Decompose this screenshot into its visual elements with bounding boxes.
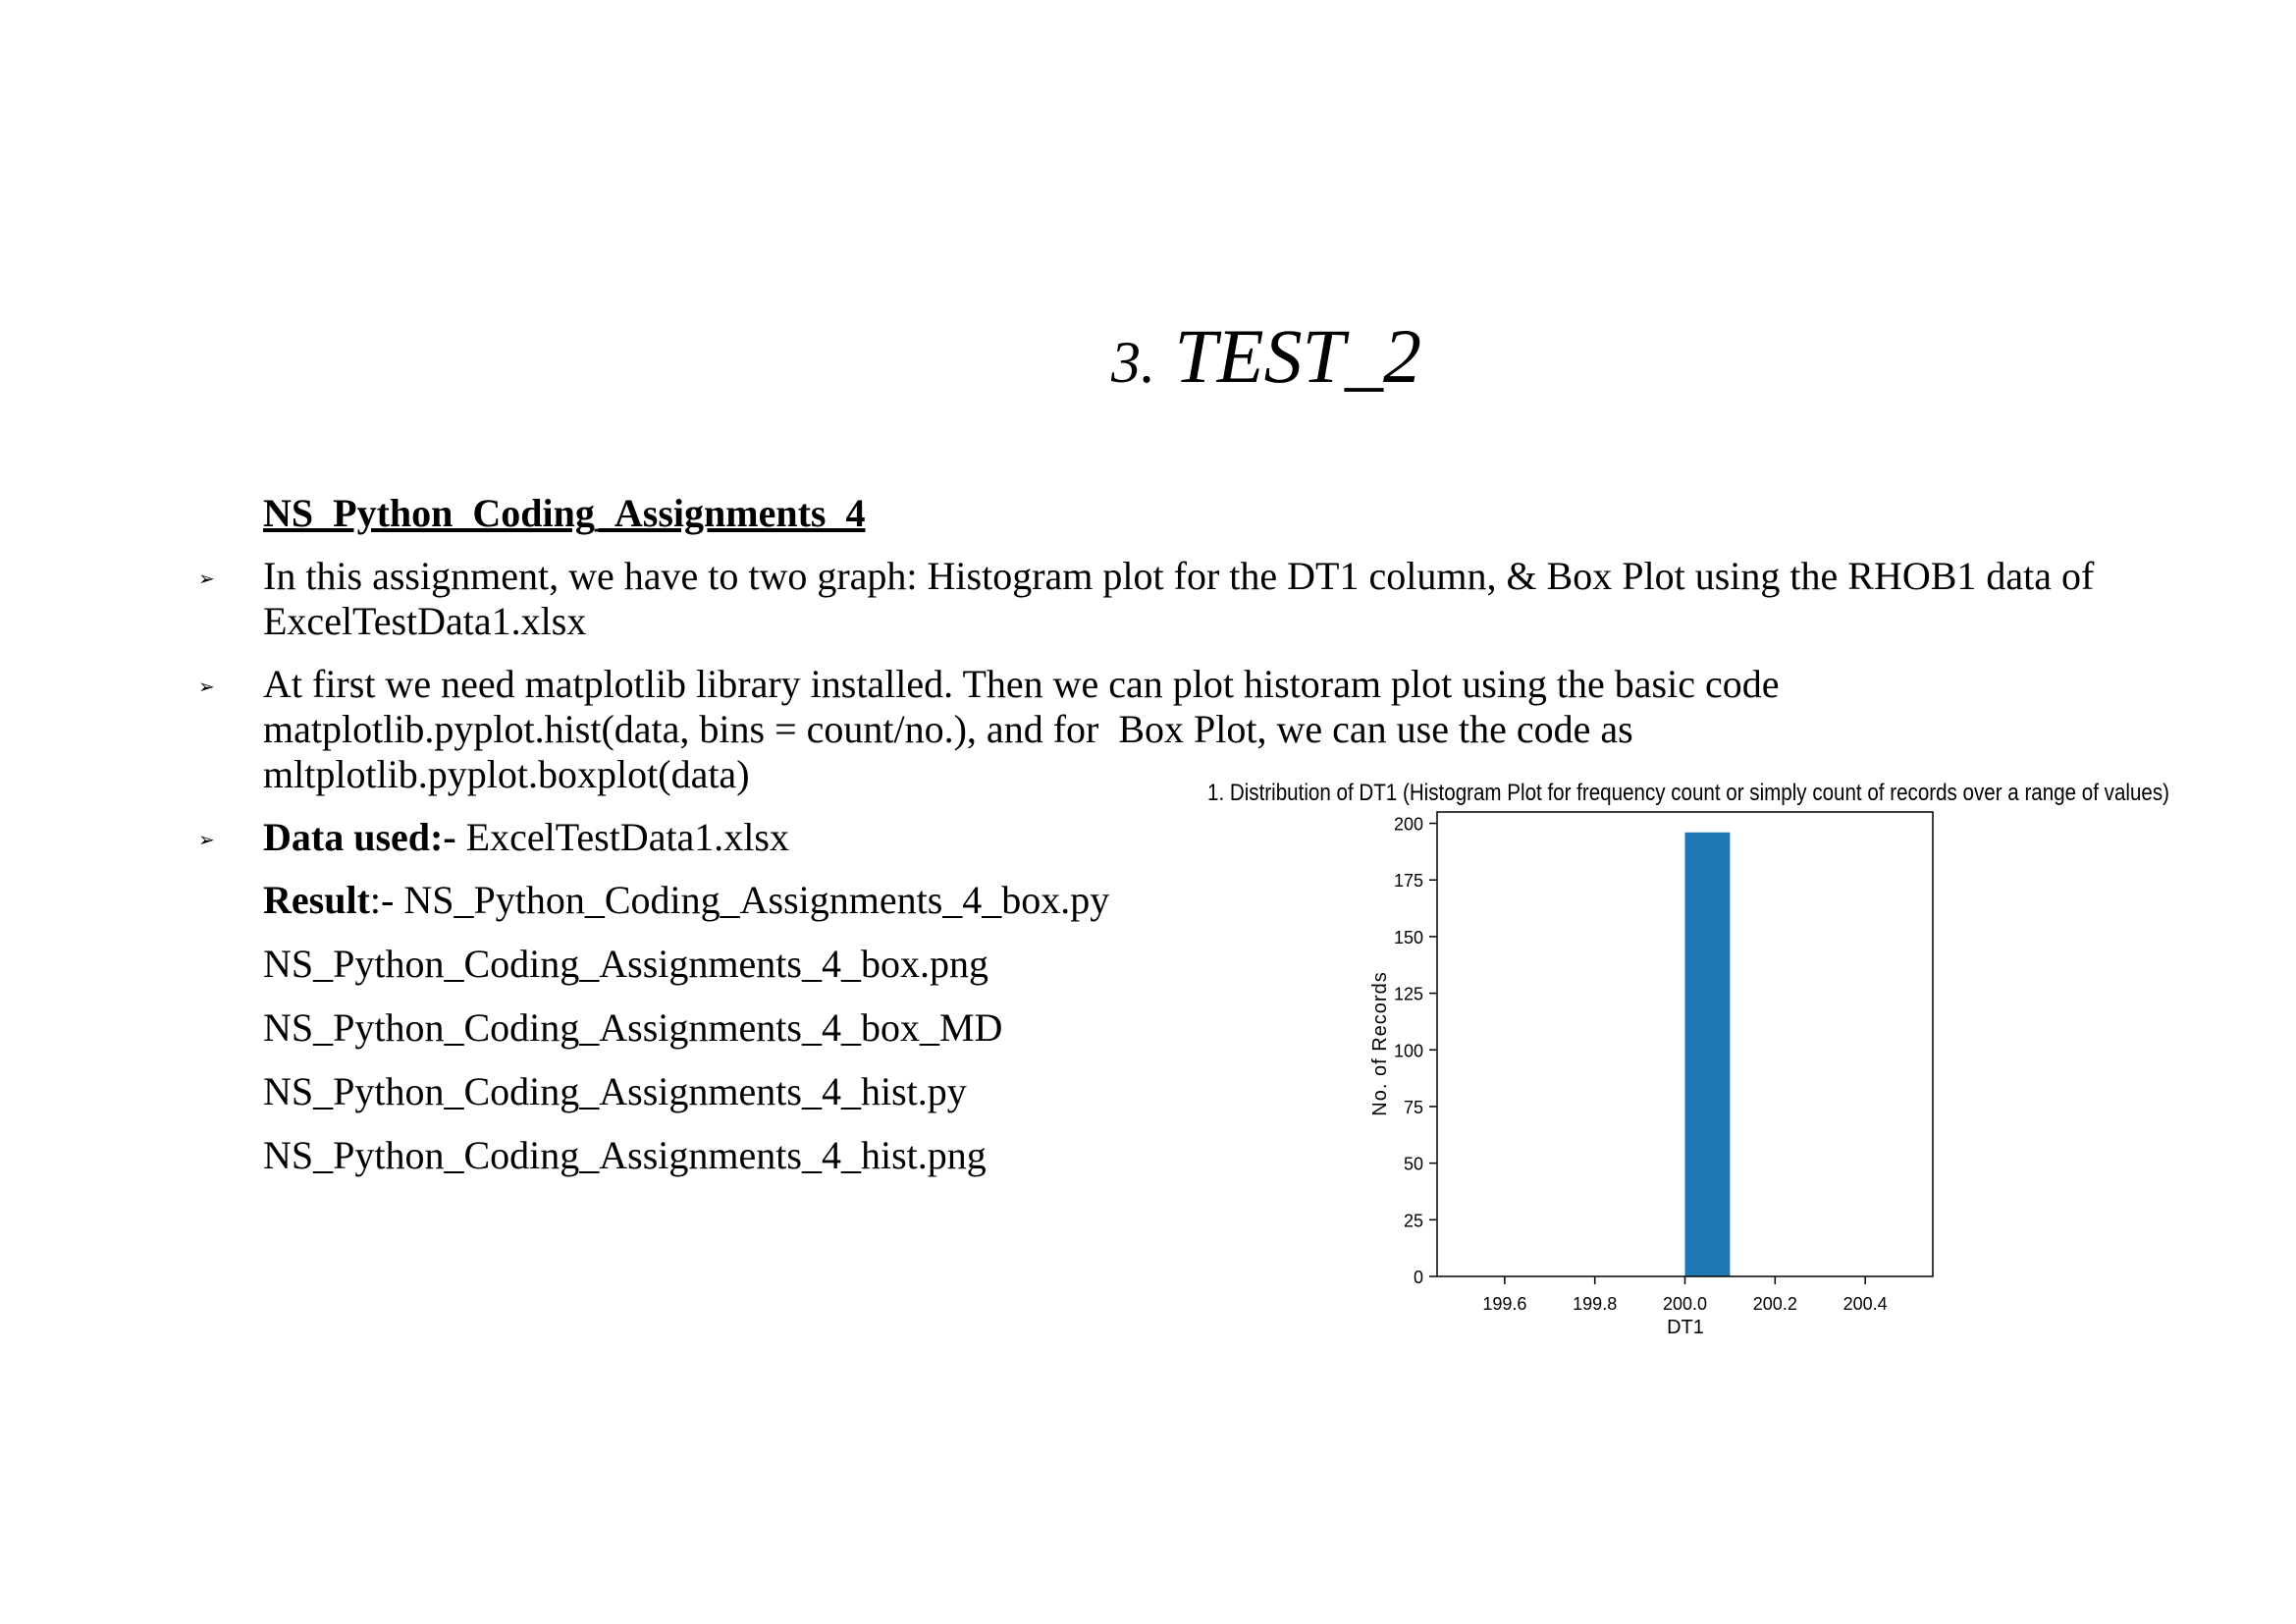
- data-used-label: Data used:-: [263, 815, 456, 859]
- arrow-bullet-icon: ➢: [198, 567, 215, 590]
- result-file: NS_Python_Coding_Assignments_4_hist.py: [263, 1069, 967, 1113]
- data-used-value: ExcelTestData1.xlsx: [455, 815, 789, 859]
- y-tick-label: 125: [1394, 985, 1423, 1004]
- result-label: Result: [263, 878, 370, 922]
- y-tick-label: 175: [1394, 871, 1423, 891]
- histogram-bar: [1684, 832, 1731, 1276]
- slide-title-text: TEST_2: [1174, 313, 1421, 399]
- result-line: Result:- NS_Python_Coding_Assignments_4_…: [263, 878, 2128, 923]
- histogram-svg: 1. Distribution of DT1 (Histogram Plot f…: [1207, 780, 2169, 1338]
- data-used-line: Data used:- ExcelTestData1.xlsx: [263, 815, 2128, 860]
- x-tick-label: 199.6: [1482, 1294, 1526, 1314]
- bullet-method-line-1: At first we need matplotlib library inst…: [263, 662, 1780, 706]
- bullet-intro: ➢ In this assignment, we have to two gra…: [198, 554, 2128, 644]
- bullet-method: ➢ At first we need matplotlib library in…: [198, 662, 2128, 797]
- bullet-data-used: ➢ Data used:- ExcelTestData1.xlsx: [198, 815, 2128, 860]
- y-tick-label: 100: [1394, 1041, 1423, 1060]
- assignment-heading: NS_Python_Coding_Assignments_4: [263, 491, 866, 535]
- x-ticks: 199.6 199.8 200.0 200.2 200.4: [1482, 1276, 1888, 1314]
- y-tick-label: 25: [1404, 1211, 1423, 1230]
- slide-title-number: 3.: [1111, 330, 1156, 395]
- bars-layer: [1684, 832, 1731, 1276]
- y-tick-label: 150: [1394, 928, 1423, 947]
- x-tick-label: 200.4: [1843, 1294, 1888, 1314]
- y-tick-label: 75: [1404, 1098, 1423, 1117]
- histogram-chart: 1. Distribution of DT1 (Histogram Plot f…: [1190, 771, 2171, 1350]
- result-file: NS_Python_Coding_Assignments_4_box.png: [263, 942, 988, 986]
- arrow-bullet-icon: ➢: [198, 675, 215, 698]
- bullet-method-line-2: matplotlib.pyplot.hist(data, bins = coun…: [263, 707, 1633, 751]
- chart-title: 1. Distribution of DT1 (Histogram Plot f…: [1207, 780, 2169, 806]
- bullet-method-line-3: mltplotlib.pyplot.boxplot(data): [263, 752, 750, 796]
- x-axis-label: DT1: [1667, 1317, 1704, 1338]
- result-file-first: NS_Python_Coding_Assignments_4_box.py: [403, 878, 1110, 922]
- slide-content: NS_Python_Coding_Assignments_4 ➢ In this…: [198, 491, 2128, 1197]
- y-axis-label: No. of Records: [1369, 971, 1391, 1115]
- x-tick-label: 200.0: [1663, 1294, 1707, 1314]
- arrow-bullet-icon: ➢: [198, 828, 215, 851]
- y-tick-label: 50: [1404, 1155, 1423, 1174]
- x-tick-label: 200.2: [1753, 1294, 1797, 1314]
- y-tick-label: 200: [1394, 815, 1423, 835]
- result-file: NS_Python_Coding_Assignments_4_hist.png: [263, 1133, 987, 1177]
- plot-frame: [1436, 811, 1934, 1277]
- result-separator: :-: [369, 878, 404, 922]
- result-file: NS_Python_Coding_Assignments_4_box_MD: [263, 1005, 1003, 1050]
- x-tick-label: 199.8: [1573, 1294, 1617, 1314]
- bullet-intro-text: In this assignment, we have to two graph…: [263, 554, 2095, 643]
- y-ticks: 0 25 50 75 100 125 150 175 200: [1394, 815, 1437, 1287]
- y-tick-label: 0: [1414, 1268, 1423, 1287]
- slide-title: 3. TEST_2: [0, 312, 2296, 406]
